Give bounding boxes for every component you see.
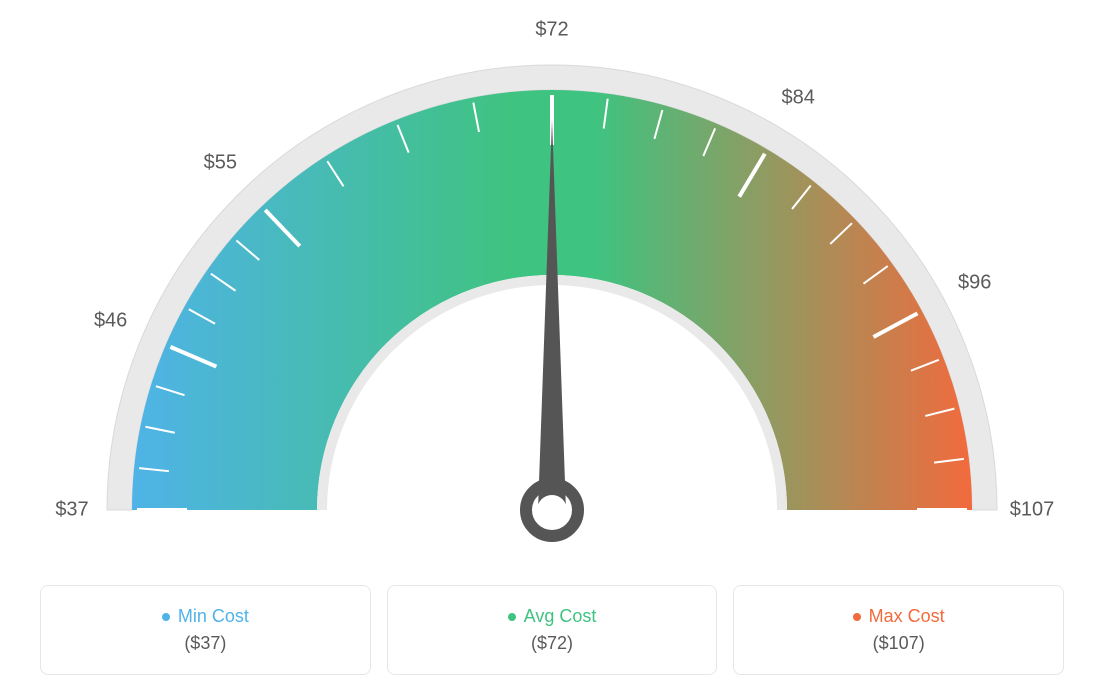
legend-min-value: ($37) — [184, 633, 226, 654]
legend-max-dot — [853, 613, 861, 621]
gauge-tick-label: $96 — [958, 271, 991, 294]
legend-max-label: Max Cost — [869, 606, 945, 627]
legend-min-label-row: Min Cost — [162, 606, 249, 627]
legend-min: Min Cost ($37) — [40, 585, 371, 675]
gauge-chart: $37 $46 $55 $72 $84 $96 $107 — [0, 0, 1104, 570]
legend-avg-value: ($72) — [531, 633, 573, 654]
gauge-tick-label: $107 — [1010, 499, 1055, 522]
chart-container: $37 $46 $55 $72 $84 $96 $107 Min Cost ($37) Av… — [0, 0, 1104, 690]
legend-avg-label: Avg Cost — [524, 606, 597, 627]
legend-max: Max Cost ($107) — [733, 585, 1064, 675]
legend-avg-dot — [508, 613, 516, 621]
gauge-tick-label: $55 — [204, 152, 237, 175]
legend-avg-label-row: Avg Cost — [508, 606, 597, 627]
gauge-tick-label: $46 — [94, 310, 127, 333]
legend: Min Cost ($37) Avg Cost ($72) Max Cost (… — [0, 585, 1104, 675]
gauge-tick-label: $84 — [782, 86, 815, 109]
legend-max-label-row: Max Cost — [853, 606, 945, 627]
gauge-tick-label: $72 — [535, 19, 568, 42]
gauge-tick-label: $37 — [55, 499, 88, 522]
legend-min-label: Min Cost — [178, 606, 249, 627]
legend-max-value: ($107) — [873, 633, 925, 654]
legend-min-dot — [162, 613, 170, 621]
legend-avg: Avg Cost ($72) — [387, 585, 718, 675]
gauge-svg — [0, 0, 1104, 570]
